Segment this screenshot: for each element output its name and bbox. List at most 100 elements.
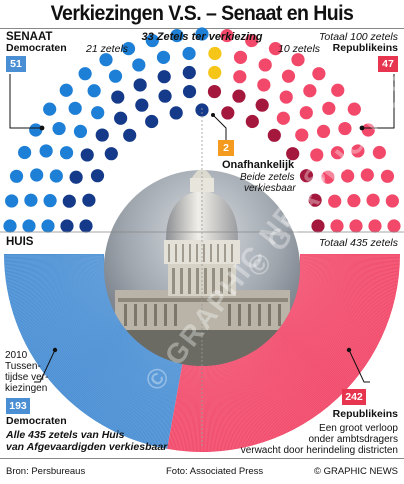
house-seat-divider xyxy=(243,343,286,434)
house-seat-divider xyxy=(299,267,398,282)
senate-seat-republikeins xyxy=(257,78,271,92)
house-seat-divider xyxy=(294,287,388,323)
house-seat-divider xyxy=(222,350,244,448)
senate-seat-republikeins xyxy=(245,114,259,129)
house-seat-divider xyxy=(143,348,174,443)
senate-seat-democraten xyxy=(78,67,92,81)
house-seat-divider xyxy=(55,320,130,387)
senate-seat-republikeins xyxy=(255,98,269,112)
house-seat-divider xyxy=(214,351,228,450)
house-seat-divider xyxy=(285,305,370,359)
senate-seat-republikeins xyxy=(299,106,313,120)
house-seat-divider xyxy=(60,322,132,393)
senate-seat-republikeins xyxy=(267,128,281,142)
house-seat-divider xyxy=(294,286,389,320)
house-seat-divider xyxy=(246,341,293,430)
house-seat-divider xyxy=(271,323,342,395)
house-seat-divider xyxy=(228,348,256,445)
house-seat-divider xyxy=(293,291,385,330)
house-seat-divider xyxy=(244,342,289,432)
house-seat-divider xyxy=(103,339,153,426)
senate-seat-democraten xyxy=(49,169,63,183)
house-seat-divider xyxy=(299,265,399,279)
house-seat-divider xyxy=(297,276,395,300)
house-seat-divider xyxy=(155,349,180,447)
house-seat-divider xyxy=(294,287,388,322)
house-seat-divider xyxy=(29,301,116,350)
house-seat-divider xyxy=(230,348,261,443)
house-seat-divider xyxy=(288,300,377,348)
house-seat-divider xyxy=(26,299,115,345)
house-seat-divider xyxy=(300,260,400,268)
senate-seat-republikeins xyxy=(330,219,344,233)
house-seat-divider xyxy=(295,283,391,315)
house-seat-divider xyxy=(132,346,168,440)
senate-seat-democraten xyxy=(104,147,118,161)
house-seat-divider xyxy=(165,350,185,449)
house-seat-divider xyxy=(174,351,189,450)
house-seat-divider xyxy=(4,255,104,259)
house-seat-divider xyxy=(119,343,162,434)
house-seat-divider xyxy=(4,258,104,265)
house-seat-divider xyxy=(203,352,206,452)
house-seat-divider xyxy=(262,331,325,410)
house-seat-divider xyxy=(249,340,298,428)
house-seat-divider xyxy=(262,331,324,411)
house-seat-divider xyxy=(261,332,323,411)
house-seat-divider xyxy=(82,332,143,412)
house-seat-divider xyxy=(23,296,114,340)
house-seat-divider xyxy=(64,324,134,397)
house-seat-divider xyxy=(287,302,375,352)
house-seat-divider xyxy=(296,282,391,312)
house-seat-divider xyxy=(231,347,262,443)
house-seat-divider xyxy=(300,257,400,262)
house-seat-divider xyxy=(80,331,142,411)
senate-seat-democraten xyxy=(5,194,19,208)
house-seat-divider xyxy=(275,318,351,385)
senate-seat-republikeins xyxy=(299,169,314,183)
house-seat-divider xyxy=(282,311,363,370)
house-seat-divider xyxy=(81,332,143,411)
house-seat-divider xyxy=(8,272,106,293)
house-seat-divider xyxy=(294,288,387,324)
senate-seat-onafhankelijk xyxy=(208,65,222,80)
house-seat-divider xyxy=(185,352,195,451)
house-seat-divider xyxy=(106,340,155,428)
house-seat-divider xyxy=(258,334,317,416)
house-seat-divider xyxy=(265,328,330,405)
house-heading: HUIS xyxy=(6,236,34,248)
house-seat-divider xyxy=(5,262,104,272)
senate-seat-republikeins xyxy=(385,194,399,208)
senate-seat-democraten xyxy=(108,69,123,83)
house-seat-divider xyxy=(139,347,172,442)
house-seat-divider xyxy=(235,346,270,440)
house-seat-divider xyxy=(39,310,122,367)
senate-seat-democraten xyxy=(114,111,128,125)
house-seat-divider xyxy=(78,330,141,409)
house-seat-divider xyxy=(296,281,392,310)
house-dem-note-3: tijdse ver- xyxy=(5,372,49,383)
house-seat-divider xyxy=(299,270,397,287)
house-seat-divider xyxy=(161,350,183,448)
house-seat-divider xyxy=(123,344,164,436)
house-seat-divider xyxy=(13,283,109,315)
house-seat-divider xyxy=(181,351,192,451)
house-seat-divider xyxy=(245,342,290,432)
house-dem-seats: 193 xyxy=(6,398,30,414)
senate-seat-democraten xyxy=(123,128,137,142)
house-seat-divider xyxy=(296,281,392,311)
senate-seat-democraten xyxy=(79,219,93,233)
house-seat-divider xyxy=(217,351,233,450)
senate-seat-republikeins xyxy=(331,83,345,97)
house-seat-divider xyxy=(186,352,195,451)
house-seat-divider xyxy=(179,351,192,451)
source-credit: Bron: Persbureaus xyxy=(6,466,86,477)
house-seat-divider xyxy=(24,297,114,341)
house-seat-divider xyxy=(108,340,156,428)
house-seat-divider xyxy=(12,281,108,311)
house-seat-divider xyxy=(285,305,371,358)
house-seat-divider xyxy=(287,303,373,354)
house-seat-divider xyxy=(300,261,399,270)
senate-seat-republikeins xyxy=(328,194,342,208)
senate-up-for-election: 33 Zetels ter verkiezing xyxy=(141,31,263,43)
